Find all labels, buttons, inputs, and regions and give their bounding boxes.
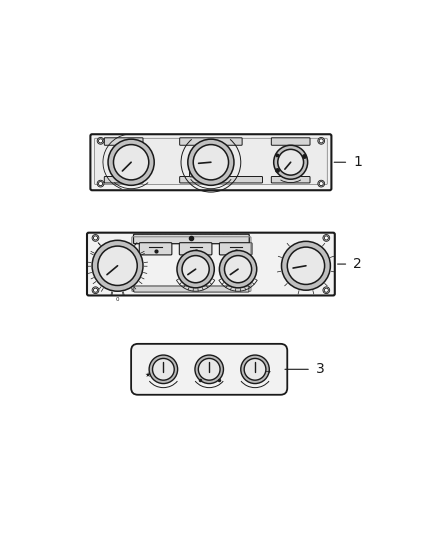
Circle shape	[324, 236, 328, 240]
FancyBboxPatch shape	[90, 134, 332, 190]
Circle shape	[287, 247, 325, 285]
Circle shape	[274, 146, 307, 179]
Text: ★: ★	[145, 373, 151, 378]
Circle shape	[177, 251, 214, 288]
Circle shape	[324, 288, 328, 292]
Circle shape	[99, 139, 102, 143]
Circle shape	[92, 240, 143, 291]
FancyBboxPatch shape	[131, 344, 287, 395]
FancyBboxPatch shape	[104, 176, 143, 183]
Circle shape	[319, 139, 323, 143]
Circle shape	[195, 355, 223, 384]
Circle shape	[188, 139, 234, 185]
Circle shape	[193, 144, 229, 180]
Circle shape	[99, 182, 102, 185]
Circle shape	[182, 256, 209, 282]
Circle shape	[224, 256, 251, 282]
Circle shape	[323, 287, 330, 294]
FancyBboxPatch shape	[87, 233, 335, 295]
FancyBboxPatch shape	[139, 243, 172, 255]
Text: 2: 2	[353, 257, 362, 271]
FancyBboxPatch shape	[179, 243, 212, 255]
FancyBboxPatch shape	[104, 138, 143, 146]
Circle shape	[318, 138, 325, 144]
Circle shape	[323, 235, 330, 241]
Text: 1: 1	[353, 155, 362, 169]
Circle shape	[93, 236, 98, 240]
Circle shape	[219, 251, 257, 288]
Circle shape	[198, 358, 220, 380]
Circle shape	[318, 180, 325, 187]
Text: →: →	[265, 370, 271, 376]
Circle shape	[97, 138, 104, 144]
Circle shape	[319, 182, 323, 185]
Circle shape	[108, 139, 154, 185]
FancyBboxPatch shape	[134, 286, 249, 292]
FancyBboxPatch shape	[271, 176, 310, 183]
Circle shape	[282, 241, 330, 290]
Text: 3: 3	[316, 362, 325, 376]
FancyBboxPatch shape	[95, 138, 327, 184]
Circle shape	[149, 355, 178, 384]
FancyBboxPatch shape	[210, 168, 226, 177]
Circle shape	[93, 288, 98, 292]
Circle shape	[113, 144, 149, 180]
Circle shape	[97, 180, 104, 187]
Circle shape	[241, 355, 269, 384]
FancyBboxPatch shape	[180, 138, 242, 146]
FancyBboxPatch shape	[134, 234, 249, 244]
Circle shape	[278, 149, 304, 175]
FancyBboxPatch shape	[219, 243, 252, 255]
Circle shape	[92, 235, 99, 241]
Circle shape	[244, 358, 266, 380]
Circle shape	[98, 246, 137, 286]
FancyBboxPatch shape	[190, 168, 205, 177]
Circle shape	[152, 358, 174, 380]
Text: 0: 0	[116, 297, 119, 302]
Circle shape	[92, 287, 99, 294]
FancyBboxPatch shape	[180, 176, 262, 183]
FancyBboxPatch shape	[271, 138, 310, 146]
